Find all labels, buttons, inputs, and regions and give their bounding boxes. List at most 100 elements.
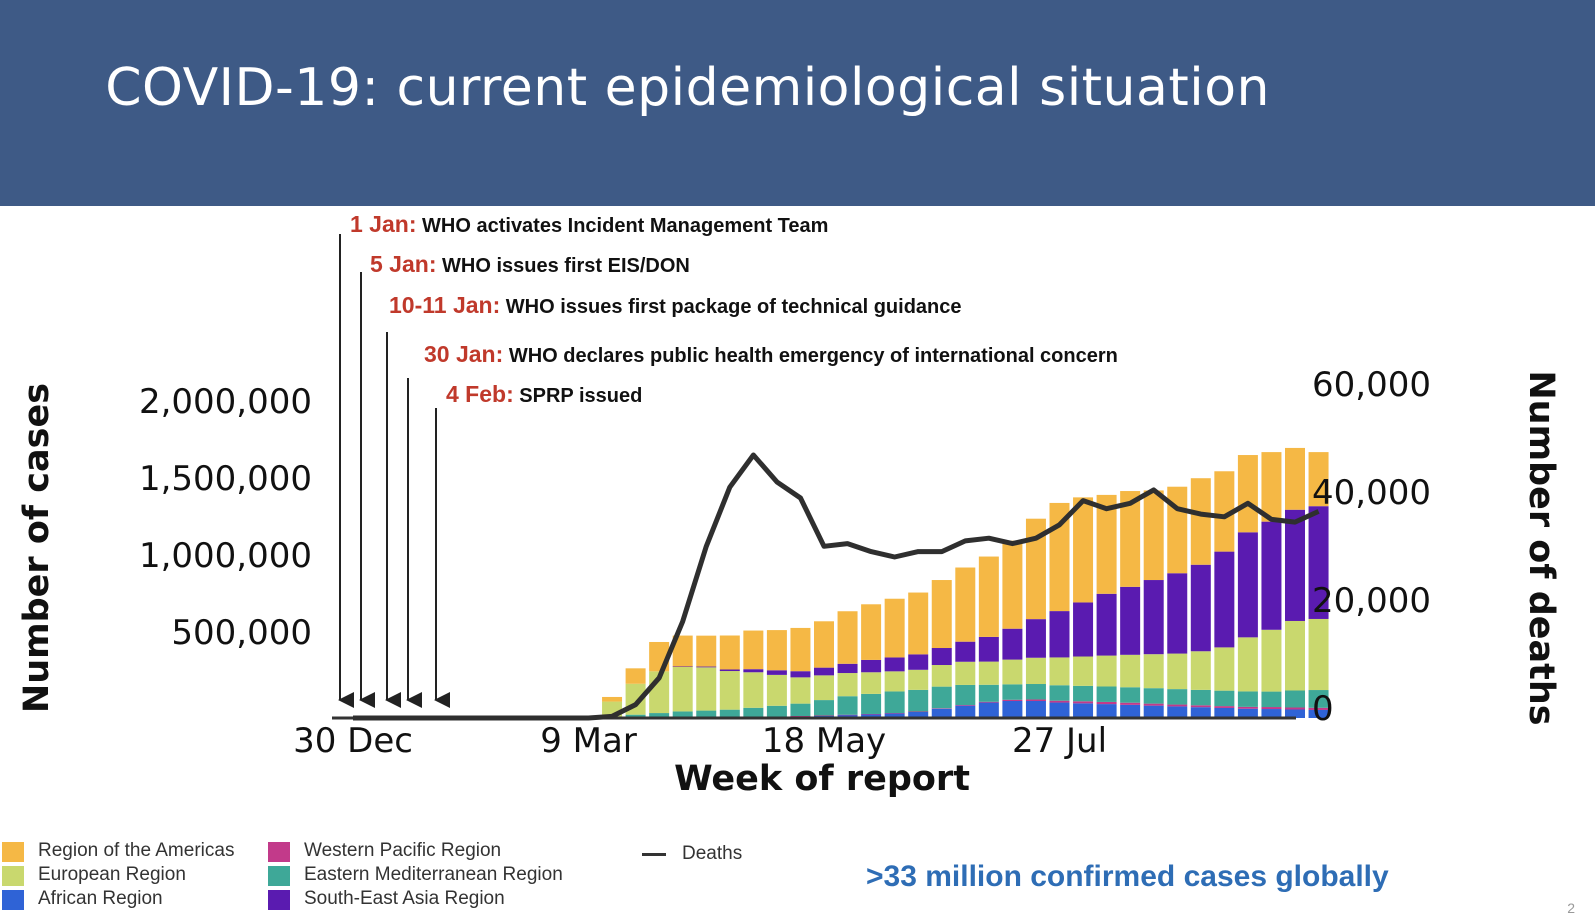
bar-segment [1214,647,1235,691]
bar-segment [837,673,858,697]
x-tick-label: 18 May [762,721,886,761]
bar-segment [837,714,858,718]
bar-segment [1073,602,1094,657]
cases-summary: >33 million confirmed cases globally [866,860,1389,894]
bar-segment [696,635,717,667]
y2-axis-label: Number of deaths [1521,370,1561,725]
bar-segment [837,696,858,715]
legend-label: African Region [38,888,163,909]
bar-segment [884,598,905,658]
bar-segment [955,641,976,662]
bar-segment [908,669,929,690]
legend-swatch-emed [268,866,290,886]
bar-segment [1261,452,1282,522]
bar-segment [743,707,764,718]
bar-segment [1308,709,1329,718]
bar-segment [1167,573,1188,654]
bar-segment [1237,637,1258,692]
bar-segment [861,672,882,694]
bar-segment [1143,654,1164,689]
bar-segment [766,630,787,671]
bar-segment [1073,703,1094,718]
bar-segment [814,715,834,717]
bar-segment [1073,685,1094,702]
bar-segment [1096,655,1117,687]
bar-segment [978,701,999,703]
legend-label: Eastern Mediterranean Region [304,864,563,885]
bar-segment [931,648,952,666]
bar-segment [978,702,999,718]
x-axis-label: Week of report [674,759,970,799]
y-tick-label: 500,000 [171,613,312,653]
bar-segment [1096,701,1117,705]
bar-segment [837,714,858,716]
bar-segment [1096,686,1117,702]
bar-segment [1025,518,1046,620]
bar-segment [1214,707,1235,718]
bar-segment [719,709,740,718]
bar-segment [1237,706,1258,709]
legend-label: Region of the Americas [38,840,235,861]
bar-segment [955,567,976,642]
bar-segment [1261,709,1282,718]
bar-segment [1190,707,1211,718]
bar-segment [931,665,952,687]
bar-segment [1049,685,1070,701]
bar-segment [1237,708,1258,718]
bar-segment [908,654,929,670]
bar-segment [861,604,882,660]
bar-segment [1049,611,1070,658]
bar-segment [1120,704,1141,718]
bar-segment [1167,689,1188,705]
bar-segment [1214,471,1235,552]
y2-tick-label: 40,000 [1312,473,1431,513]
bar-segment [955,705,976,718]
bar-segment [1049,657,1070,686]
bar-segment [1285,707,1305,710]
bar-segment [814,700,834,716]
bar-segment [1096,704,1117,718]
bar-segment [1190,478,1211,565]
bar-segment [884,657,905,672]
bar-segment [814,621,834,668]
page-number: 2 [1567,900,1575,916]
bar-segment [908,711,929,713]
bar-segment [1143,688,1164,704]
bar-segment [696,710,717,718]
bar-segment [1237,455,1258,533]
bar-segment [1214,551,1235,648]
bar-segment [1120,491,1141,587]
y2-tick-label: 60,000 [1312,365,1431,405]
bar-segment [1025,619,1046,658]
y-tick-label: 2,000,000 [139,382,312,422]
bar-segment [719,671,740,710]
bar-segment [1002,628,1023,660]
bar-segment [1025,701,1046,718]
slide-header: COVID-19: current epidemiological situat… [0,0,1595,206]
bar-segment [1214,706,1235,708]
bar-segment [884,671,905,692]
bar-segment [766,674,787,706]
chart: 2,000,000 1,500,000 1,000,000 500,000 60,000… [17,211,1561,799]
annotation-label: 5 Jan: WHO issues first EIS/DON [370,251,690,277]
bar-segment [1002,540,1023,629]
bar-segment [602,696,623,702]
bar-segment [1308,707,1329,710]
bar-segment [1190,651,1211,690]
bar-segment [861,713,882,715]
bar-segment [672,635,693,667]
bar-segment [766,705,787,717]
bar-segment [1025,684,1046,700]
legend-label: European Region [38,864,186,885]
bar-segment [672,666,693,712]
bar-segment [814,667,834,676]
bar-segment [743,630,764,670]
bar-segment [719,669,740,672]
legend-label: Western Pacific Region [304,840,502,861]
bar-segment [1190,705,1211,708]
annotation-label: 10-11 Jan: WHO issues first package of t… [389,292,962,318]
bar-segment [1002,699,1023,702]
bar-segment [1002,684,1023,700]
bar-segment [1285,447,1305,510]
y-axis-label: Number of cases [17,383,57,713]
